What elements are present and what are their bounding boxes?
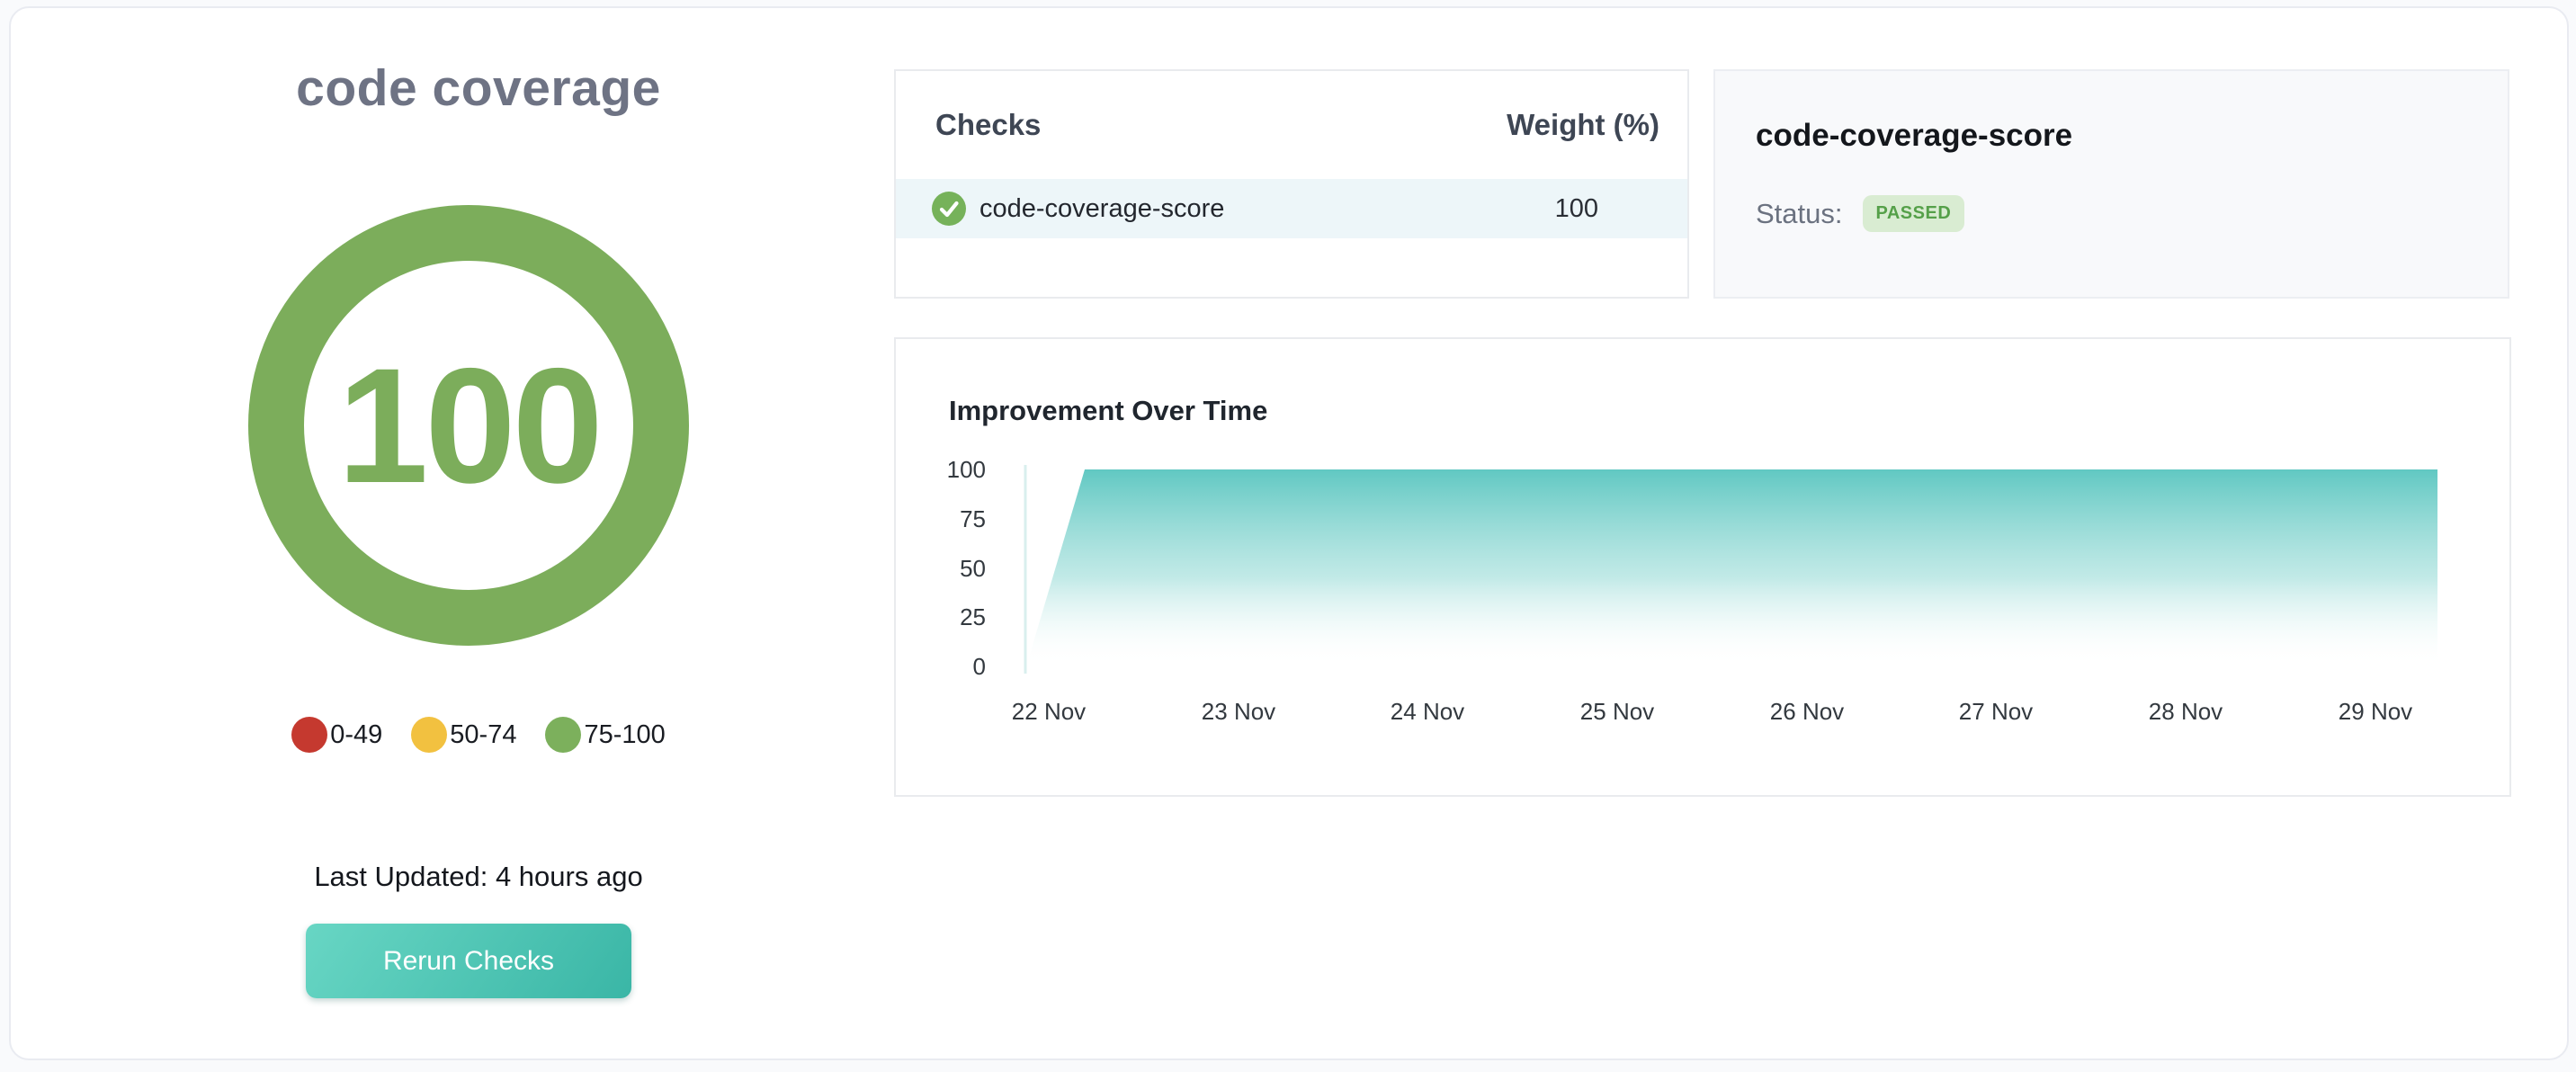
area-series [1026,469,2437,666]
last-updated-text: Last Updated: 4 hours ago [314,861,643,892]
check-weight-value: 100 [1554,193,1598,223]
y-tick-25: 25 [960,603,986,630]
y-tick-0: 0 [972,653,986,680]
check-name: code-coverage-score [979,193,1225,223]
checks-table-header: Checks Weight (%) [896,71,1687,179]
y-tick-50: 50 [960,555,986,582]
score-gauge: 100 [248,205,689,646]
y-tick-100: 100 [946,456,986,483]
status-row: Status: PASSED [1756,195,2508,232]
x-tick-29nov: 29 Nov [2338,698,2413,725]
status-panel: code-coverage-score Status: PASSED [1713,69,2509,299]
rerun-checks-button[interactable]: Rerun Checks [306,924,631,998]
legend-dot-red [291,717,328,753]
dashboard-card: code coverage 100 0-49 50-74 75-100 Last… [9,6,2569,1060]
check-circle-icon [932,192,966,226]
x-tick-25nov: 25 Nov [1579,698,1655,725]
x-tick-23nov: 23 Nov [1201,698,1276,725]
checks-table: Checks Weight (%) code-coverage-score 10… [894,69,1689,299]
x-tick-26nov: 26 Nov [1769,698,1845,725]
column-header-weight: Weight (%) [1507,108,1659,141]
legend-dot-green [545,717,582,753]
score-legend: 0-49 50-74 75-100 [164,717,793,753]
table-row[interactable]: code-coverage-score 100 [896,179,1687,238]
y-tick-75: 75 [960,505,986,532]
x-tick-22nov: 22 Nov [1011,698,1087,725]
improvement-chart-panel: Improvement Over Time 100 75 50 25 0 22 … [894,337,2511,797]
legend-item-low: 0-49 [291,717,382,753]
status-badge: PASSED [1862,195,1965,232]
score-value: 100 [337,334,604,517]
legend-label: 0-49 [330,719,383,749]
legend-item-mid: 50-74 [411,717,516,753]
status-label: Status: [1756,197,1843,229]
status-panel-title: code-coverage-score [1756,118,2073,153]
x-tick-27nov: 27 Nov [1958,698,2034,725]
legend-item-high: 75-100 [545,717,666,753]
area-chart [1024,465,2437,674]
column-header-checks: Checks [935,108,1042,141]
legend-dot-yellow [411,717,448,753]
page-title: code coverage [296,59,661,117]
x-tick-24nov: 24 Nov [1390,698,1465,725]
chart-title: Improvement Over Time [949,395,1268,426]
x-tick-28nov: 28 Nov [2148,698,2223,725]
legend-label: 50-74 [450,719,517,749]
legend-label: 75-100 [584,719,666,749]
